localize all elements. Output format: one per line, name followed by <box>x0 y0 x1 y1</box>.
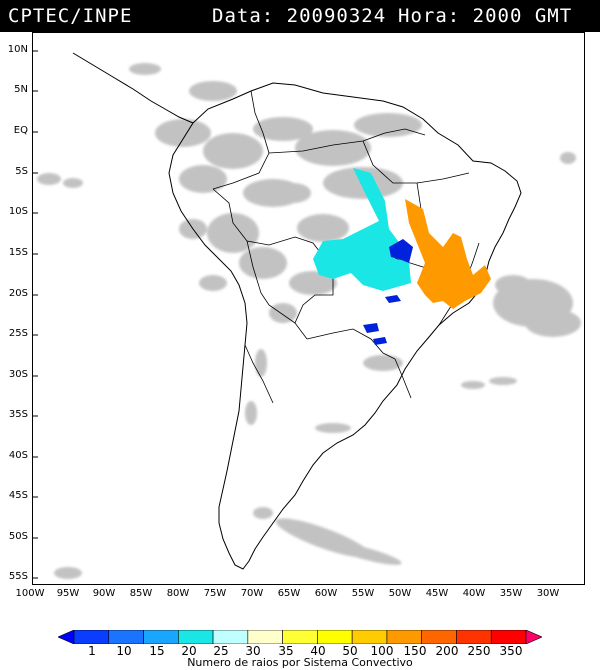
lat-label: 50S <box>8 531 28 542</box>
colorbar-segment <box>212 630 249 644</box>
colorbar-label: 20 <box>181 644 197 658</box>
lat-label: 30S <box>8 369 28 380</box>
colorbar-label: 350 <box>499 644 523 658</box>
lon-label: 40W <box>462 588 486 599</box>
lon-label: 35W <box>499 588 523 599</box>
colorbar-segment <box>178 630 214 644</box>
colorbar-label: 40 <box>310 644 326 658</box>
lon-label: 80W <box>166 588 190 599</box>
lon-label: 95W <box>56 588 80 599</box>
convective-system-cyan <box>313 168 411 291</box>
lat-label: 5S <box>15 166 28 177</box>
colorbar-segment <box>421 630 457 644</box>
colorbar-label: 30 <box>245 644 261 658</box>
lon-label: 70W <box>240 588 264 599</box>
cloud-field <box>37 63 581 579</box>
lon-label: 45W <box>425 588 449 599</box>
lat-label: 25S <box>8 328 28 339</box>
lon-label: 30W <box>536 588 560 599</box>
lon-label: 50W <box>388 588 412 599</box>
colorbar-label: 15 <box>149 644 165 658</box>
lat-label: 55S <box>8 571 28 582</box>
colorbar-segment <box>73 630 110 644</box>
colorbar-segment <box>58 630 75 644</box>
colorbar-label: 10 <box>116 644 132 658</box>
colorbar-label: 200 <box>435 644 459 658</box>
lon-label: 65W <box>277 588 301 599</box>
colorbar-segment <box>456 630 492 644</box>
colorbar-label: 1 <box>88 644 96 658</box>
lat-label: 40S <box>8 450 28 461</box>
lat-label: 10S <box>8 206 28 217</box>
colorbar-segment <box>282 630 318 644</box>
colorbar-segment <box>317 630 353 644</box>
colorbar-segment <box>351 630 388 644</box>
map-canvas <box>33 50 581 579</box>
lat-label: 15S <box>8 247 28 258</box>
colorbar-segment <box>108 630 144 644</box>
lon-label: 85W <box>129 588 153 599</box>
satellite-map <box>32 32 585 585</box>
lat-label: 10N <box>7 44 28 55</box>
lon-label: 75W <box>203 588 227 599</box>
date-label: Data: 20090324 <box>212 5 387 27</box>
colorbar-label: 100 <box>370 644 394 658</box>
colorbar-label: 35 <box>278 644 294 658</box>
agency-label: CPTEC/INPE <box>8 5 133 27</box>
lon-label: 55W <box>351 588 375 599</box>
frame-ticks <box>33 50 38 579</box>
convective-system-blue <box>363 239 413 345</box>
south-america-outline <box>168 82 522 570</box>
colorbar-label: 250 <box>467 644 491 658</box>
time-label: Hora: 2000 GMT <box>398 5 573 27</box>
colorbar-caption: Numero de raios por Sistema Convectivo <box>187 656 413 669</box>
lon-label: 90W <box>92 588 116 599</box>
title-bar: CPTEC/INPE Data: 20090324 Hora: 2000 GMT <box>0 0 600 32</box>
lat-label: 5N <box>14 84 28 95</box>
central-america-outline <box>72 52 194 124</box>
lat-label: 35S <box>8 409 28 420</box>
colorbar-segment <box>490 630 527 644</box>
colorbar-label: 150 <box>403 644 427 658</box>
lat-label: EQ <box>13 125 28 136</box>
lon-label: 60W <box>314 588 338 599</box>
colorbar-label: 25 <box>213 644 229 658</box>
colorbar <box>58 630 542 644</box>
colorbar-segment <box>247 630 283 644</box>
colorbar-segment <box>143 630 179 644</box>
lon-label: 100W <box>15 588 45 599</box>
lat-label: 20S <box>8 288 28 299</box>
colorbar-segment <box>386 630 422 644</box>
colorbar-label: 50 <box>342 644 358 658</box>
convective-system-orange <box>405 199 491 309</box>
lat-label: 45S <box>8 490 28 501</box>
colorbar-segment <box>525 630 542 644</box>
